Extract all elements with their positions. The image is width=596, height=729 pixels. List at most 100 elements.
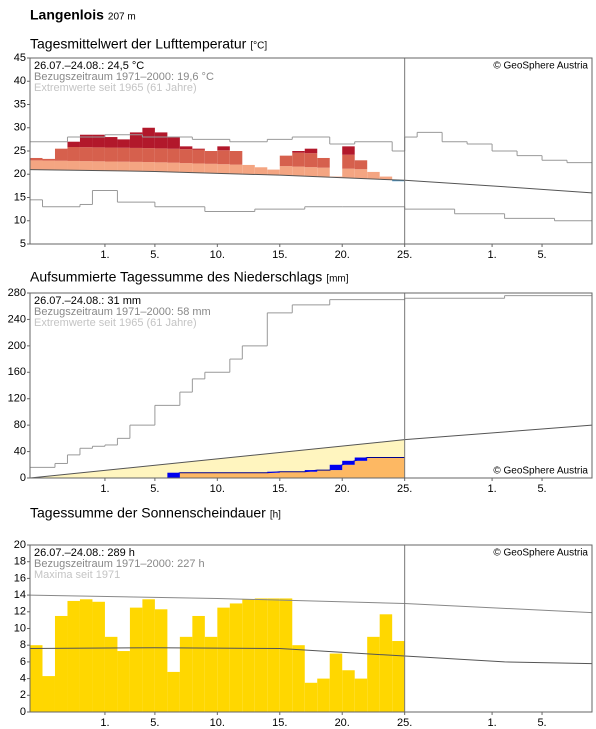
- y-tick-label: 40: [14, 445, 26, 457]
- temperature-bar: [342, 168, 355, 178]
- temperature-bar: [304, 153, 318, 168]
- temperature-bar: [67, 147, 80, 161]
- sunshine-bar: [304, 682, 318, 712]
- temperature-bar: [117, 161, 130, 171]
- chart-unit: [°C]: [250, 41, 267, 52]
- info-text: 26.07.–24.08.: 31 mm: [34, 295, 141, 307]
- x-tick-label: 20.: [335, 483, 350, 495]
- temperature-bar: [104, 137, 118, 148]
- x-tick-label: 10.: [210, 483, 225, 495]
- copyright: © GeoSphere Austria: [493, 61, 588, 72]
- temperature-bar: [367, 171, 380, 180]
- chart-title: Tagessumme der Sonnenscheindauer: [30, 505, 266, 521]
- sunshine-bar: [229, 603, 243, 712]
- info-text: Extremwerte seit 1965 (61 Jahre): [34, 317, 197, 329]
- sunshine-bar: [392, 641, 405, 712]
- x-tick-label: 1.: [487, 717, 496, 729]
- reference-line: [29, 169, 593, 194]
- y-tick-label: 10: [14, 622, 26, 634]
- x-tick-label: 1.: [100, 483, 109, 495]
- x-tick-label: 15.: [272, 717, 287, 729]
- temperature-bar: [30, 160, 43, 170]
- y-tick-label: 120: [8, 393, 26, 405]
- y-tick-label: 35: [14, 98, 26, 110]
- x-tick-label: 5.: [150, 483, 159, 495]
- y-tick-label: 240: [8, 313, 26, 325]
- sunshine-bar: [79, 599, 93, 712]
- temperature-bar: [204, 163, 218, 174]
- sunshine-bar: [30, 645, 43, 712]
- temperature-bar: [30, 157, 43, 161]
- y-tick-label: 8: [20, 639, 26, 651]
- temperature-bar: [192, 149, 205, 164]
- temperature-bar: [342, 146, 355, 155]
- y-tick-label: 80: [14, 419, 26, 431]
- x-tick-label: 5.: [537, 717, 546, 729]
- chart-unit: [h]: [270, 510, 281, 521]
- sunshine-bar: [104, 636, 118, 712]
- temperature-bar: [354, 160, 368, 170]
- info-text: Extremwerte seit 1965 (61 Jahre): [34, 82, 197, 94]
- temperature-bar: [129, 161, 143, 172]
- y-tick-label: 0: [20, 706, 26, 718]
- temperature-bar: [142, 162, 155, 172]
- info-text: Bezugszeitraum 1971–2000: 227 h: [34, 558, 205, 570]
- temperature-bar: [317, 167, 330, 177]
- x-tick-label: 20.: [335, 249, 350, 261]
- info-text: Bezugszeitraum 1971–2000: 19,6 °C: [34, 71, 214, 83]
- reference-line: [29, 647, 593, 665]
- temperature-bar: [54, 160, 68, 171]
- temperature-bar: [54, 148, 68, 161]
- temperature-bar: [229, 151, 243, 165]
- temperature-bar: [79, 147, 93, 162]
- x-tick-label: 1.: [487, 483, 496, 495]
- sunshine-bar: [379, 614, 393, 712]
- temperature-bar: [217, 164, 230, 174]
- y-tick-label: 160: [8, 366, 26, 378]
- copyright: © GeoSphere Austria: [493, 548, 588, 559]
- precip-bar: [329, 464, 343, 471]
- precip-sum-area: [30, 457, 405, 478]
- temperature-bar: [217, 146, 230, 151]
- y-tick-label: 280: [8, 287, 26, 299]
- x-tick-label: 1.: [100, 249, 109, 261]
- x-tick-label: 15.: [272, 483, 287, 495]
- temperature-bar: [142, 148, 155, 163]
- temperature-bar: [154, 132, 168, 149]
- temperature-bar: [379, 176, 393, 180]
- temperature-bar: [304, 148, 318, 154]
- sunshine-bar: [192, 615, 205, 712]
- precip-bar: [167, 472, 180, 478]
- sunshine-bar: [167, 671, 180, 712]
- sunshine-bar: [354, 678, 368, 712]
- temperature-bar: [354, 169, 368, 179]
- sunshine-bar: [67, 600, 80, 712]
- sunshine-bar: [242, 599, 255, 712]
- temperature-bar: [254, 167, 268, 175]
- temperature-bar: [229, 164, 243, 174]
- y-tick-label: 14: [14, 589, 26, 601]
- sunshine-bar: [329, 653, 343, 712]
- temperature-bar: [129, 147, 143, 162]
- y-tick-label: 20: [14, 539, 26, 551]
- temperature-bar: [167, 148, 180, 163]
- temperature-bar: [42, 158, 55, 161]
- temperature-bar: [92, 161, 105, 171]
- temperature-bar: [267, 169, 280, 175]
- x-tick-label: 25.: [397, 483, 412, 495]
- sunshine-bar: [217, 607, 230, 712]
- x-tick-label: 10.: [210, 717, 225, 729]
- sunshine-bar: [92, 601, 105, 712]
- precip-bar: [304, 470, 318, 472]
- x-tick-label: 10.: [210, 249, 225, 261]
- temperature-bar: [79, 134, 93, 148]
- temperature-bar: [292, 152, 305, 167]
- temperature-bar: [304, 167, 318, 177]
- sunshine-bar: [254, 598, 268, 712]
- station-elevation: 207 m: [108, 12, 136, 23]
- info-text: 26.07.–24.08.: 289 h: [34, 547, 135, 559]
- y-tick-label: 5: [20, 238, 26, 250]
- temperature-bar: [92, 134, 105, 148]
- plot-area: [30, 293, 592, 478]
- temperature-bar: [67, 160, 80, 171]
